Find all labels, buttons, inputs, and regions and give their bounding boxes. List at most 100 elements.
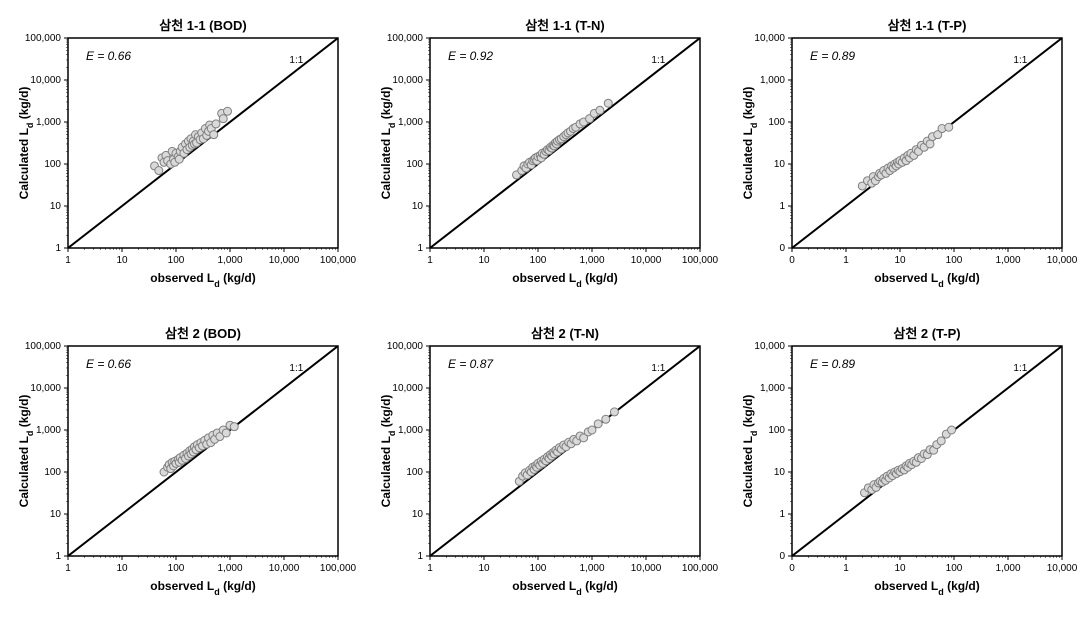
y-tick-label: 1,000 bbox=[760, 75, 785, 86]
x-tick-label: 100 bbox=[946, 255, 963, 266]
data-point bbox=[602, 415, 610, 423]
x-axis-label: observed Ld (kg/d) bbox=[512, 579, 618, 597]
e-value-label: E = 0.66 bbox=[86, 357, 131, 371]
x-tick-label: 0 bbox=[789, 563, 795, 574]
x-tick-label: 10 bbox=[478, 255, 490, 266]
data-point bbox=[926, 140, 934, 148]
scatter-panel: 1101001,00010,000100,0001101001,00010,00… bbox=[10, 10, 362, 308]
x-tick-label: 10,000 bbox=[631, 255, 662, 266]
x-tick-label: 10,000 bbox=[1047, 563, 1078, 574]
y-tick-label: 10,000 bbox=[392, 75, 423, 86]
scatter-panel: 01101001,00010,00001101001,00010,0001:1E… bbox=[734, 318, 1086, 616]
data-point bbox=[212, 120, 220, 128]
y-tick-label: 10 bbox=[774, 467, 786, 478]
y-tick-label: 10 bbox=[50, 509, 62, 520]
e-value-label: E = 0.92 bbox=[448, 49, 493, 63]
data-point bbox=[937, 437, 945, 445]
y-tick-label: 10,000 bbox=[30, 383, 61, 394]
y-tick-label: 10 bbox=[412, 509, 424, 520]
x-tick-label: 1,000 bbox=[995, 563, 1020, 574]
x-tick-label: 10 bbox=[894, 255, 906, 266]
y-tick-label: 10,000 bbox=[754, 341, 785, 352]
x-tick-label: 0 bbox=[789, 255, 795, 266]
chart-grid: 1101001,00010,000100,0001101001,00010,00… bbox=[10, 10, 1078, 616]
y-tick-label: 100 bbox=[44, 467, 61, 478]
panel-title: 삼천 1-1 (T-N) bbox=[525, 18, 605, 33]
data-point bbox=[224, 107, 232, 115]
x-tick-label: 1,000 bbox=[217, 563, 242, 574]
x-tick-label: 10 bbox=[894, 563, 906, 574]
ratio-label: 1:1 bbox=[289, 55, 303, 66]
y-tick-label: 100 bbox=[406, 467, 423, 478]
y-axis-label: Calculated Ld (kg/d) bbox=[17, 395, 35, 508]
scatter-panel: 1101001,00010,000100,0001101001,00010,00… bbox=[372, 318, 724, 616]
scatter-panel: 1101001,00010,000100,0001101001,00010,00… bbox=[372, 10, 724, 308]
y-axis-label: Calculated Ld (kg/d) bbox=[17, 87, 35, 200]
y-axis-label: Calculated Ld (kg/d) bbox=[379, 87, 397, 200]
data-point bbox=[155, 167, 163, 175]
data-point bbox=[219, 115, 227, 123]
data-point bbox=[230, 423, 238, 431]
y-tick-label: 100,000 bbox=[25, 341, 62, 352]
x-axis-label: observed Ld (kg/d) bbox=[150, 271, 256, 289]
x-tick-label: 100 bbox=[946, 563, 963, 574]
y-tick-label: 1 bbox=[417, 243, 423, 254]
x-tick-label: 10,000 bbox=[1047, 255, 1078, 266]
x-tick-label: 10 bbox=[478, 563, 490, 574]
y-tick-label: 1,000 bbox=[398, 425, 423, 436]
x-axis-label: observed Ld (kg/d) bbox=[874, 579, 980, 597]
x-tick-label: 1 bbox=[427, 563, 433, 574]
x-tick-label: 1,000 bbox=[217, 255, 242, 266]
y-tick-label: 100 bbox=[768, 117, 785, 128]
x-tick-label: 1,000 bbox=[579, 255, 604, 266]
y-tick-label: 1,000 bbox=[398, 117, 423, 128]
y-tick-label: 10,000 bbox=[754, 33, 785, 44]
x-tick-label: 100,000 bbox=[682, 255, 719, 266]
e-value-label: E = 0.89 bbox=[810, 49, 855, 63]
y-tick-label: 10 bbox=[774, 159, 786, 170]
x-tick-label: 1,000 bbox=[995, 255, 1020, 266]
scatter-panel: 1101001,00010,000100,0001101001,00010,00… bbox=[10, 318, 362, 616]
x-tick-label: 100 bbox=[530, 563, 547, 574]
y-tick-label: 10,000 bbox=[30, 75, 61, 86]
y-tick-label: 1,000 bbox=[36, 425, 61, 436]
y-tick-label: 1 bbox=[417, 551, 423, 562]
y-tick-label: 1 bbox=[779, 201, 785, 212]
y-tick-label: 10 bbox=[50, 201, 62, 212]
x-tick-label: 100 bbox=[530, 255, 547, 266]
data-point bbox=[948, 426, 956, 434]
y-tick-label: 10,000 bbox=[392, 383, 423, 394]
y-tick-label: 100 bbox=[406, 159, 423, 170]
ratio-label: 1:1 bbox=[289, 363, 303, 374]
y-tick-label: 100,000 bbox=[387, 33, 424, 44]
y-tick-label: 1 bbox=[55, 551, 61, 562]
data-point bbox=[945, 123, 953, 131]
panel-title: 삼천 2 (T-N) bbox=[531, 326, 599, 341]
data-point bbox=[596, 106, 604, 114]
x-axis-label: observed Ld (kg/d) bbox=[150, 579, 256, 597]
y-axis-label: Calculated Ld (kg/d) bbox=[379, 395, 397, 508]
y-tick-label: 10 bbox=[412, 201, 424, 212]
panel-title: 삼천 1-1 (BOD) bbox=[159, 18, 246, 33]
y-tick-label: 100,000 bbox=[387, 341, 424, 352]
data-point bbox=[610, 408, 618, 416]
y-tick-label: 100,000 bbox=[25, 33, 62, 44]
x-tick-label: 10,000 bbox=[269, 255, 300, 266]
e-value-label: E = 0.66 bbox=[86, 49, 131, 63]
x-tick-label: 1 bbox=[65, 563, 71, 574]
x-tick-label: 100,000 bbox=[320, 255, 357, 266]
y-tick-label: 1,000 bbox=[36, 117, 61, 128]
y-tick-label: 0 bbox=[779, 243, 785, 254]
ratio-label: 1:1 bbox=[1013, 363, 1027, 374]
one-to-one-line bbox=[430, 38, 700, 248]
x-tick-label: 100,000 bbox=[320, 563, 357, 574]
one-to-one-line bbox=[68, 346, 338, 556]
x-tick-label: 10,000 bbox=[631, 563, 662, 574]
y-tick-label: 1 bbox=[55, 243, 61, 254]
x-tick-label: 100 bbox=[168, 563, 185, 574]
ratio-label: 1:1 bbox=[651, 363, 665, 374]
y-axis-label: Calculated Ld (kg/d) bbox=[741, 395, 759, 508]
y-tick-label: 100 bbox=[768, 425, 785, 436]
scatter-panel: 01101001,00010,00001101001,00010,0001:1E… bbox=[734, 10, 1086, 308]
ratio-label: 1:1 bbox=[1013, 55, 1027, 66]
